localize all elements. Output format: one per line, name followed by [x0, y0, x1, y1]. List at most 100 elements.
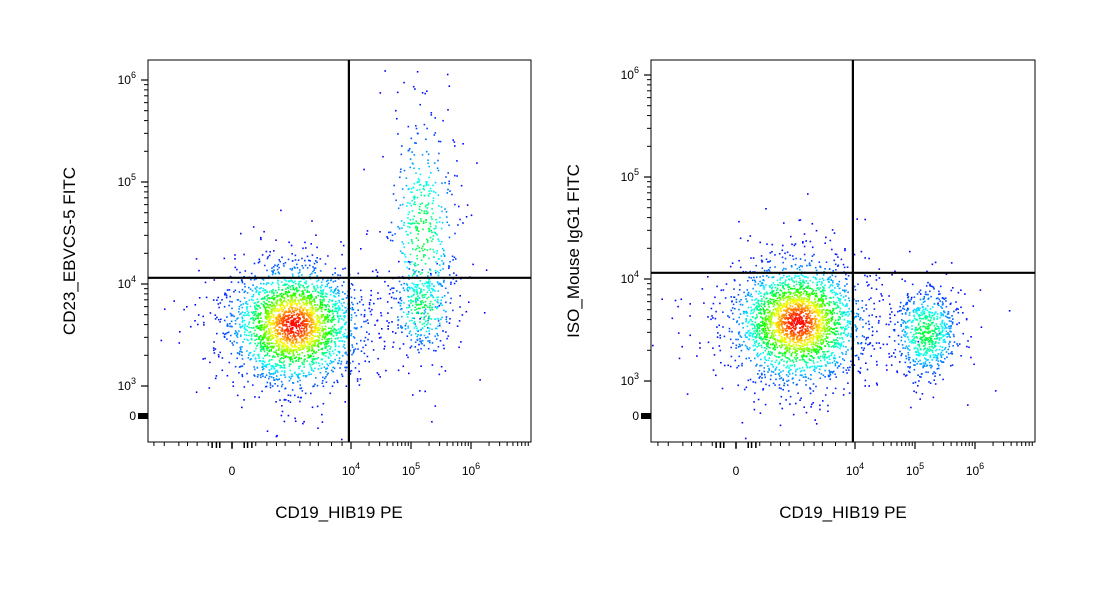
event-dot [429, 305, 431, 307]
event-dot [319, 332, 321, 334]
event-dot [429, 222, 431, 224]
event-dot [351, 354, 353, 356]
event-dot [760, 292, 762, 294]
event-dot [900, 324, 902, 326]
event-dot [343, 245, 345, 247]
event-dot [245, 328, 247, 330]
event-dot [238, 311, 240, 313]
event-dot [324, 328, 326, 330]
event-dot [245, 303, 247, 305]
event-dot [441, 241, 443, 243]
event-dot [410, 232, 412, 234]
event-dot [310, 374, 312, 376]
event-dot [775, 368, 777, 370]
event-dot [435, 328, 437, 330]
event-dot [764, 270, 766, 272]
event-dot [398, 370, 400, 372]
event-dot [799, 399, 801, 401]
event-dot [432, 213, 434, 215]
event-dot [377, 372, 379, 374]
event-dot [427, 336, 429, 338]
event-dot [876, 279, 878, 281]
event-dot [278, 310, 280, 312]
event-dot [326, 280, 328, 282]
event-dot [266, 345, 268, 347]
event-dot [306, 333, 308, 335]
event-dot [876, 316, 878, 318]
event-dot [379, 376, 381, 378]
event-dot [267, 342, 269, 344]
event-dot [239, 353, 241, 355]
event-dot [825, 364, 827, 366]
event-dot [731, 356, 733, 358]
event-dot [905, 355, 907, 357]
event-dot [431, 216, 433, 218]
event-dot [827, 361, 829, 363]
event-dot [354, 298, 356, 300]
event-dot [284, 370, 286, 372]
event-dot [817, 282, 819, 284]
event-dot [949, 328, 951, 330]
event-dot [871, 326, 873, 328]
event-dot [429, 283, 431, 285]
event-dot [731, 300, 733, 302]
event-dot [345, 329, 347, 331]
event-dot [438, 272, 440, 274]
event-dot [398, 261, 400, 263]
event-dot [261, 327, 263, 329]
event-dot [752, 280, 754, 282]
event-dot [899, 351, 901, 353]
event-dot [307, 290, 309, 292]
event-dot [269, 342, 271, 344]
event-dot [723, 289, 725, 291]
event-dot [780, 371, 782, 373]
event-dot [806, 366, 808, 368]
event-dot [301, 358, 303, 360]
event-dot [940, 315, 942, 317]
event-dot [429, 303, 431, 305]
event-dot [329, 299, 331, 301]
event-dot [425, 263, 427, 265]
event-dot [258, 262, 260, 264]
event-dot [446, 321, 448, 323]
event-dot [765, 384, 767, 386]
event-dot [262, 366, 264, 368]
event-dot [308, 374, 310, 376]
event-dot [407, 335, 409, 337]
event-dot [246, 306, 248, 308]
event-dot [889, 317, 891, 319]
event-dot [265, 376, 267, 378]
event-dot [751, 296, 753, 298]
event-dot [450, 302, 452, 304]
event-dot [833, 371, 835, 373]
event-dot [917, 293, 919, 295]
event-dot [909, 301, 911, 303]
event-dot [794, 364, 796, 366]
event-dot [762, 352, 764, 354]
event-dot [350, 335, 352, 337]
event-dot [244, 297, 246, 299]
event-dot [310, 307, 312, 309]
event-dot [327, 314, 329, 316]
event-dot [917, 351, 919, 353]
event-dot [273, 293, 275, 295]
event-dot [759, 276, 761, 278]
event-dot [330, 360, 332, 362]
event-dot [256, 334, 258, 336]
event-dot [867, 337, 869, 339]
event-dot [435, 405, 437, 407]
event-dot [431, 230, 433, 232]
event-dot [287, 329, 289, 331]
event-dot [291, 285, 293, 287]
event-dot [919, 291, 921, 293]
event-dot [292, 302, 294, 304]
event-dot [292, 299, 294, 301]
event-dot [317, 385, 319, 387]
event-dot [371, 341, 373, 343]
event-dot [914, 342, 916, 344]
event-dot [753, 345, 755, 347]
event-dot [406, 354, 408, 356]
event-dot [439, 325, 441, 327]
event-dot [240, 313, 242, 315]
event-dot [428, 230, 430, 232]
